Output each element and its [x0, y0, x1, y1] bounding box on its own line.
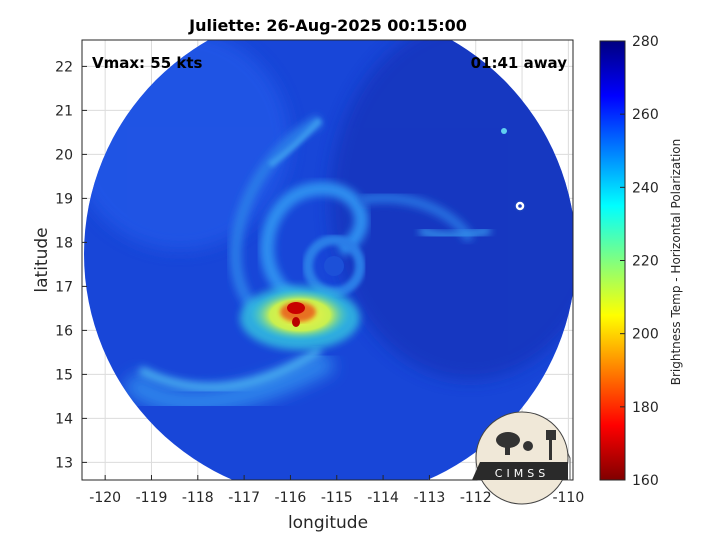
x-tick-label: -112	[460, 490, 492, 506]
y-tick-label: 22	[55, 59, 73, 75]
colorbar-tick-label: 160	[632, 473, 659, 489]
colorbar-tick-label: 180	[632, 400, 659, 416]
colorbar-ticks: 280 260 240 220 200 180 160	[620, 34, 659, 489]
y-tick-label: 14	[55, 411, 73, 427]
cimss-logo: CIMSS	[472, 411, 571, 505]
y-tick-label: 19	[55, 191, 73, 207]
colorbar-tick-label: 200	[632, 327, 659, 343]
figure-title: Juliette: 26-Aug-2025 00:15:00	[188, 16, 467, 35]
colorbar: 280 260 240 220 200 180 160 Brightness Temp - …	[599, 34, 683, 489]
x-tick-label: -116	[275, 490, 307, 506]
brightness-temperature-swath	[84, 40, 573, 480]
x-tick-label: -120	[89, 490, 121, 506]
y-tick-label: 16	[55, 323, 73, 339]
y-axis-ticks: 22 21 20 19 18 17 16 15 14 13	[55, 59, 87, 471]
cimss-logo-text: CIMSS	[495, 467, 549, 480]
x-tick-label: -115	[321, 490, 353, 506]
y-tick-label: 17	[55, 279, 73, 295]
vmax-label: Vmax: 55 kts	[92, 54, 202, 72]
x-tick-label: -113	[414, 490, 446, 506]
x-axis-ticks: -120-119-118-117-116-115-114-113-112-111…	[89, 475, 584, 506]
y-tick-label: 13	[55, 455, 73, 471]
x-tick-label: -110	[552, 490, 584, 506]
x-axis-label: longitude	[288, 513, 368, 533]
colorbar-tick-label: 220	[632, 254, 659, 270]
colorbar-tick-label: 240	[632, 180, 659, 196]
y-tick-label: 20	[55, 147, 73, 163]
colorbar-tick-label: 280	[632, 34, 659, 50]
x-tick-label: -119	[136, 490, 168, 506]
x-tick-label: -117	[228, 490, 260, 506]
y-tick-label: 21	[55, 103, 73, 119]
y-tick-label: 15	[55, 367, 73, 383]
y-tick-label: 18	[55, 235, 73, 251]
colorbar-tick-label: 260	[632, 107, 659, 123]
axes-frame	[81, 39, 574, 481]
x-tick-label: -114	[367, 490, 399, 506]
time-away-label: 01:41 away	[471, 54, 568, 72]
y-axis-label: latitude	[32, 227, 52, 292]
x-tick-label: -118	[182, 490, 214, 506]
colorbar-label: Brightness Temp - Horizontal Polarizatio…	[669, 139, 683, 386]
